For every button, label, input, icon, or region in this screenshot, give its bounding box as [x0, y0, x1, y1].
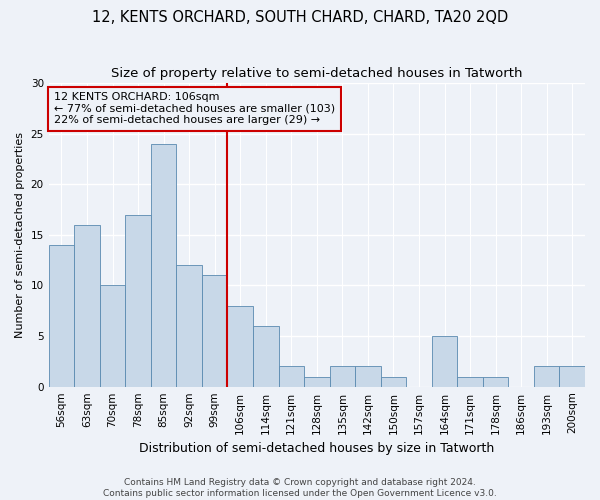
Bar — [432, 336, 457, 386]
Text: Contains HM Land Registry data © Crown copyright and database right 2024.
Contai: Contains HM Land Registry data © Crown c… — [103, 478, 497, 498]
Bar — [227, 306, 253, 386]
Bar — [329, 366, 355, 386]
Bar — [534, 366, 559, 386]
Bar — [483, 376, 508, 386]
Bar — [202, 276, 227, 386]
Bar — [49, 245, 74, 386]
Title: Size of property relative to semi-detached houses in Tatworth: Size of property relative to semi-detach… — [111, 68, 523, 80]
Bar — [380, 376, 406, 386]
Bar — [125, 214, 151, 386]
Bar — [304, 376, 329, 386]
Bar — [355, 366, 380, 386]
Bar — [151, 144, 176, 386]
Text: 12, KENTS ORCHARD, SOUTH CHARD, CHARD, TA20 2QD: 12, KENTS ORCHARD, SOUTH CHARD, CHARD, T… — [92, 10, 508, 25]
Text: 12 KENTS ORCHARD: 106sqm
← 77% of semi-detached houses are smaller (103)
22% of : 12 KENTS ORCHARD: 106sqm ← 77% of semi-d… — [54, 92, 335, 126]
Bar — [176, 265, 202, 386]
Bar — [559, 366, 585, 386]
Bar — [253, 326, 278, 386]
Bar — [278, 366, 304, 386]
Y-axis label: Number of semi-detached properties: Number of semi-detached properties — [15, 132, 25, 338]
Bar — [100, 286, 125, 386]
X-axis label: Distribution of semi-detached houses by size in Tatworth: Distribution of semi-detached houses by … — [139, 442, 494, 455]
Bar — [457, 376, 483, 386]
Bar — [74, 224, 100, 386]
